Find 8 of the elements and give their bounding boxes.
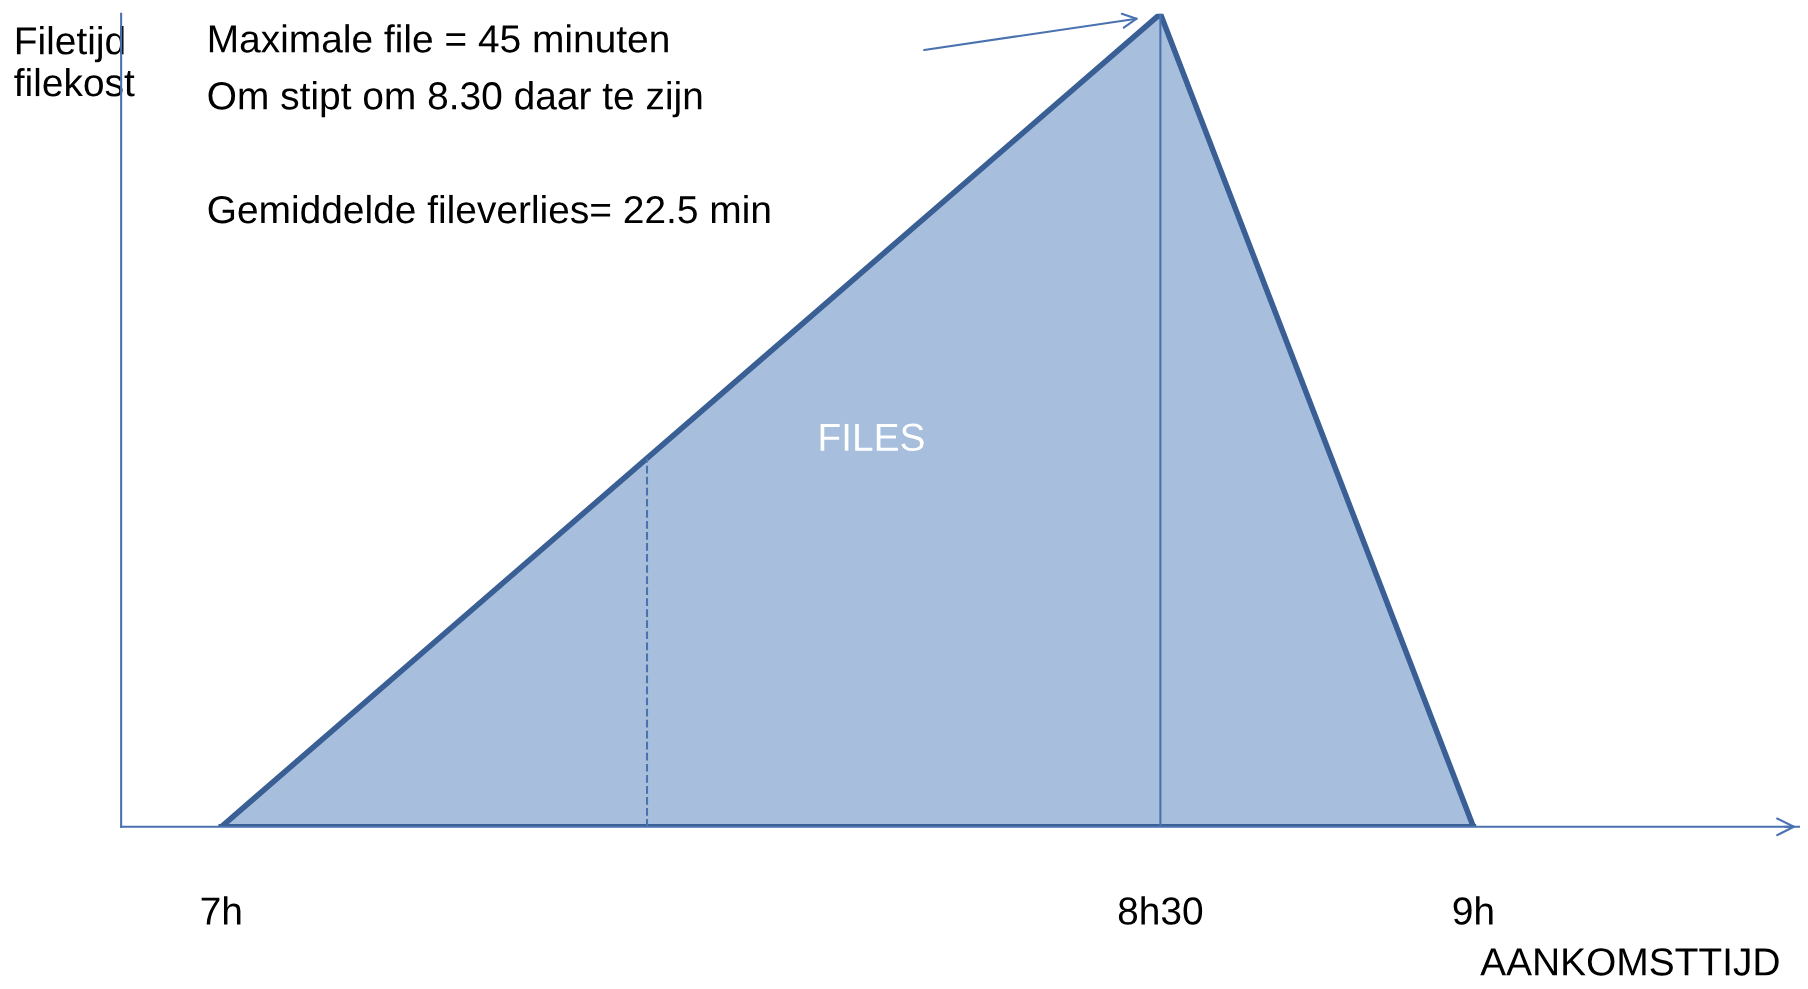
x-axis-title: AANKOMSTTIJD (1480, 948, 1779, 976)
x-tick-label: 7h (201, 896, 241, 925)
annotation: Gemiddelde fileverlies= 22.5 min (208, 194, 770, 224)
annotation: Maximale file = 45 minuten (209, 24, 668, 53)
annotation: Om stipt om 8.30 daar te zijn (208, 81, 702, 118)
x-tick-label: 9h (1453, 896, 1493, 925)
x-tick-label: 8h30 (1118, 896, 1203, 925)
annotation: FILES (820, 423, 924, 452)
